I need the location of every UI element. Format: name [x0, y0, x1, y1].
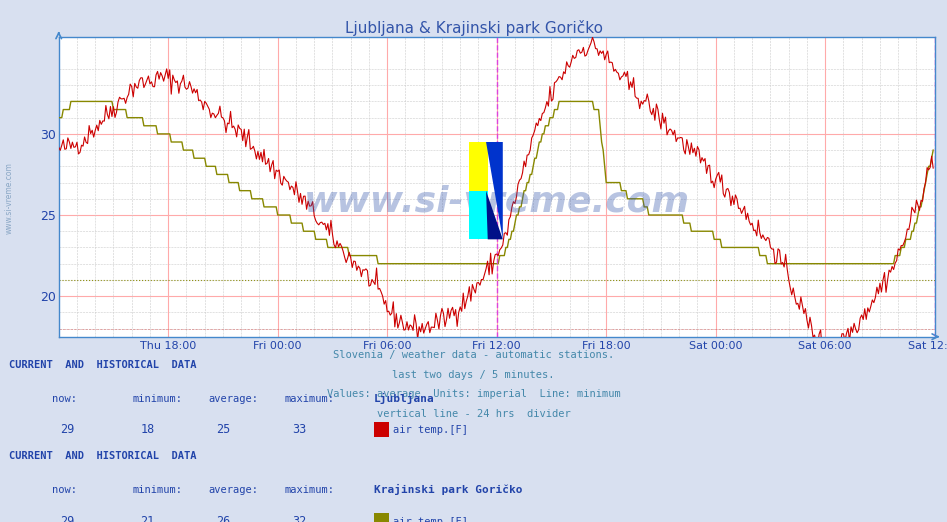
Polygon shape: [486, 142, 503, 240]
Text: Slovenia / weather data - automatic stations.: Slovenia / weather data - automatic stat…: [333, 350, 614, 360]
Text: now:: now:: [52, 394, 77, 404]
Text: air temp.[F]: air temp.[F]: [393, 425, 468, 435]
Text: minimum:: minimum:: [133, 394, 183, 404]
Text: Ljubljana & Krajinski park Goričko: Ljubljana & Krajinski park Goričko: [345, 20, 602, 36]
Text: minimum:: minimum:: [133, 485, 183, 495]
Text: average:: average:: [208, 485, 259, 495]
Text: Krajinski park Goričko: Krajinski park Goričko: [374, 484, 523, 495]
Text: 29: 29: [60, 515, 74, 522]
Text: maximum:: maximum:: [284, 485, 334, 495]
Text: 21: 21: [140, 515, 154, 522]
Text: average:: average:: [208, 394, 259, 404]
Text: 32: 32: [292, 515, 306, 522]
Text: last two days / 5 minutes.: last two days / 5 minutes.: [392, 370, 555, 379]
Text: www.si-vreme.com: www.si-vreme.com: [304, 185, 689, 219]
Text: 29: 29: [60, 423, 74, 436]
Text: 26: 26: [216, 515, 230, 522]
Text: maximum:: maximum:: [284, 394, 334, 404]
Text: CURRENT  AND  HISTORICAL  DATA: CURRENT AND HISTORICAL DATA: [9, 360, 197, 370]
Bar: [470, 142, 488, 191]
Text: 25: 25: [216, 423, 230, 436]
Text: CURRENT  AND  HISTORICAL  DATA: CURRENT AND HISTORICAL DATA: [9, 452, 197, 461]
Text: www.si-vreme.com: www.si-vreme.com: [5, 162, 14, 234]
Text: 33: 33: [292, 423, 306, 436]
Text: air temp.[F]: air temp.[F]: [393, 517, 468, 522]
Bar: [470, 191, 488, 240]
Text: 18: 18: [140, 423, 154, 436]
Polygon shape: [486, 191, 503, 240]
Text: Ljubljana: Ljubljana: [374, 393, 435, 404]
Text: Values: average  Units: imperial  Line: minimum: Values: average Units: imperial Line: mi…: [327, 389, 620, 399]
Text: now:: now:: [52, 485, 77, 495]
Text: vertical line - 24 hrs  divider: vertical line - 24 hrs divider: [377, 409, 570, 419]
